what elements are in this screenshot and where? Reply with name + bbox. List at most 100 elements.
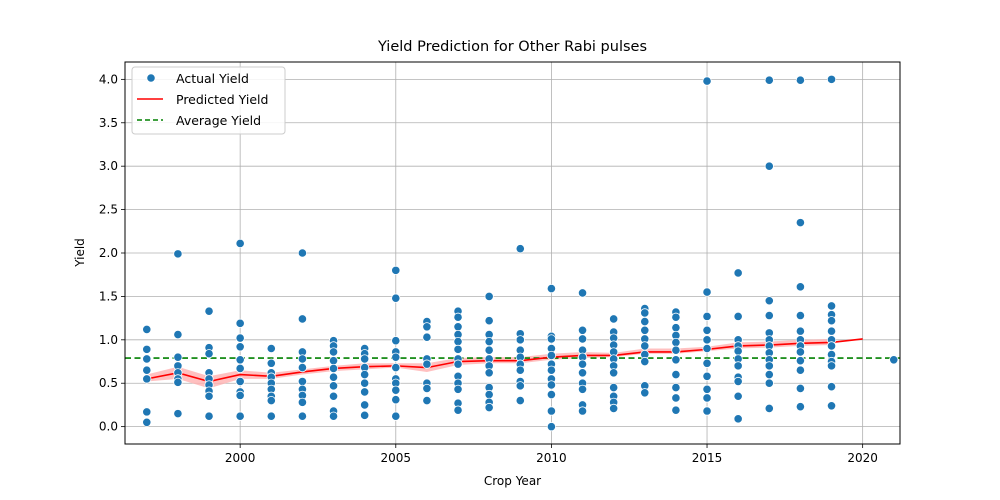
actual-yield-point bbox=[391, 265, 401, 275]
actual-yield-point bbox=[204, 391, 214, 401]
actual-yield-point bbox=[577, 368, 588, 378]
actual-yield-point bbox=[142, 324, 152, 334]
actual-yield-point bbox=[546, 283, 557, 294]
actual-yield-point bbox=[422, 395, 432, 406]
legend-label-predicted: Predicted Yield bbox=[176, 92, 268, 107]
actual-yield-point bbox=[702, 343, 712, 354]
actual-yield-point bbox=[235, 390, 245, 400]
legend-label-average: Average Yield bbox=[176, 113, 261, 128]
actual-yield-point bbox=[826, 301, 837, 311]
actual-yield-point bbox=[515, 395, 525, 406]
actual-yield-point bbox=[889, 355, 899, 365]
actual-yield-point bbox=[422, 359, 432, 369]
legend-scatter-marker bbox=[146, 73, 156, 83]
actual-yield-point bbox=[235, 376, 245, 387]
y-tick-label: 1.5 bbox=[99, 289, 118, 303]
chart-title: Yield Prediction for Other Rabi pulses bbox=[377, 39, 647, 55]
actual-yield-point bbox=[764, 369, 774, 380]
actual-yield-point bbox=[142, 417, 152, 427]
actual-yield-point bbox=[546, 334, 557, 344]
actual-yield-point bbox=[391, 352, 401, 362]
actual-yield-point bbox=[671, 355, 681, 365]
actual-yield-point bbox=[546, 380, 557, 390]
actual-yield-point bbox=[391, 336, 401, 346]
actual-yield-point bbox=[235, 363, 245, 374]
actual-yield-point bbox=[204, 411, 214, 421]
actual-yield-point bbox=[702, 384, 712, 394]
actual-yield-point bbox=[297, 354, 308, 364]
predicted-yield-polyline bbox=[146, 338, 863, 383]
actual-yield-point bbox=[173, 249, 183, 259]
actual-yield-point bbox=[391, 385, 401, 395]
actual-yield-point bbox=[733, 376, 743, 387]
actual-yield-point bbox=[640, 341, 650, 351]
actual-yield-point bbox=[577, 384, 588, 394]
actual-yield-point bbox=[297, 248, 308, 258]
actual-yield-point bbox=[826, 326, 837, 336]
actual-yield-point bbox=[764, 161, 774, 171]
actual-yield-point bbox=[826, 382, 837, 392]
actual-yield-point bbox=[142, 374, 152, 384]
actual-yield-point bbox=[764, 378, 774, 388]
actual-yield-point bbox=[173, 409, 183, 419]
actual-yield-point bbox=[266, 358, 276, 368]
actual-yield-point bbox=[764, 75, 774, 85]
legend-box bbox=[131, 66, 286, 135]
y-axis-ticks: 0.0 0.5 1.0 1.5 2.0 2.5 3.0 3.5 4.0 bbox=[99, 72, 125, 434]
actual-yield-point bbox=[453, 344, 463, 354]
actual-yield-point bbox=[297, 314, 308, 324]
actual-yield-point bbox=[515, 244, 525, 254]
y-tick-label: 2.0 bbox=[99, 246, 118, 260]
y-axis-label: Yield bbox=[73, 238, 87, 268]
actual-yield-point bbox=[484, 291, 494, 302]
actual-yield-point bbox=[795, 75, 806, 85]
actual-yield-point bbox=[235, 342, 245, 352]
actual-yield-point bbox=[484, 336, 494, 347]
actual-yield-point bbox=[795, 310, 806, 321]
x-tick-label: 2005 bbox=[381, 451, 412, 465]
actual-yield-point bbox=[671, 405, 681, 415]
actual-yield-point bbox=[204, 306, 214, 316]
actual-yield-point bbox=[702, 76, 712, 86]
actual-yield-point bbox=[826, 74, 837, 84]
actual-yield-point bbox=[360, 400, 370, 410]
x-axis-ticks: 2000 2005 2010 2015 2020 bbox=[225, 444, 878, 465]
actual-yield-point bbox=[609, 403, 619, 414]
actual-yield-point bbox=[515, 365, 525, 375]
actual-yield-point bbox=[546, 406, 557, 416]
predicted-yield-line bbox=[146, 338, 863, 383]
y-tick-label: 1.0 bbox=[99, 333, 118, 347]
actual-yield-point bbox=[795, 218, 806, 228]
actual-yield-point bbox=[577, 334, 588, 344]
actual-yield-point bbox=[795, 402, 806, 412]
actual-yield-point bbox=[577, 406, 588, 416]
actual-yield-point bbox=[328, 363, 339, 374]
actual-yield-point bbox=[702, 406, 712, 416]
actual-yield-point bbox=[764, 310, 774, 321]
y-tick-label: 4.0 bbox=[99, 72, 118, 86]
actual-yield-point bbox=[733, 346, 743, 356]
actual-yield-point bbox=[453, 312, 463, 322]
actual-yield-point bbox=[266, 395, 276, 406]
actual-yield-point bbox=[702, 325, 712, 335]
actual-yield-point bbox=[235, 355, 245, 365]
actual-yield-point bbox=[671, 323, 681, 333]
actual-yield-point bbox=[142, 354, 152, 364]
actual-yield-point bbox=[484, 402, 494, 413]
actual-yield-point bbox=[640, 308, 650, 318]
actual-yield-point bbox=[204, 349, 214, 359]
actual-yield-point bbox=[733, 361, 743, 371]
actual-yield-point bbox=[764, 361, 774, 371]
actual-yield-point bbox=[328, 391, 339, 401]
x-axis-label: Crop Year bbox=[484, 474, 541, 488]
x-tick-label: 2015 bbox=[692, 451, 723, 465]
actual-yield-point bbox=[577, 359, 588, 369]
legend-label-actual: Actual Yield bbox=[176, 71, 249, 86]
actual-yield-point bbox=[235, 333, 245, 343]
y-tick-label: 3.5 bbox=[99, 116, 118, 130]
actual-yield-point bbox=[702, 311, 712, 321]
actual-yield-point bbox=[173, 330, 183, 340]
actual-yield-point bbox=[328, 347, 339, 357]
actual-yield-point bbox=[173, 377, 183, 387]
actual-yield-point bbox=[453, 336, 463, 347]
